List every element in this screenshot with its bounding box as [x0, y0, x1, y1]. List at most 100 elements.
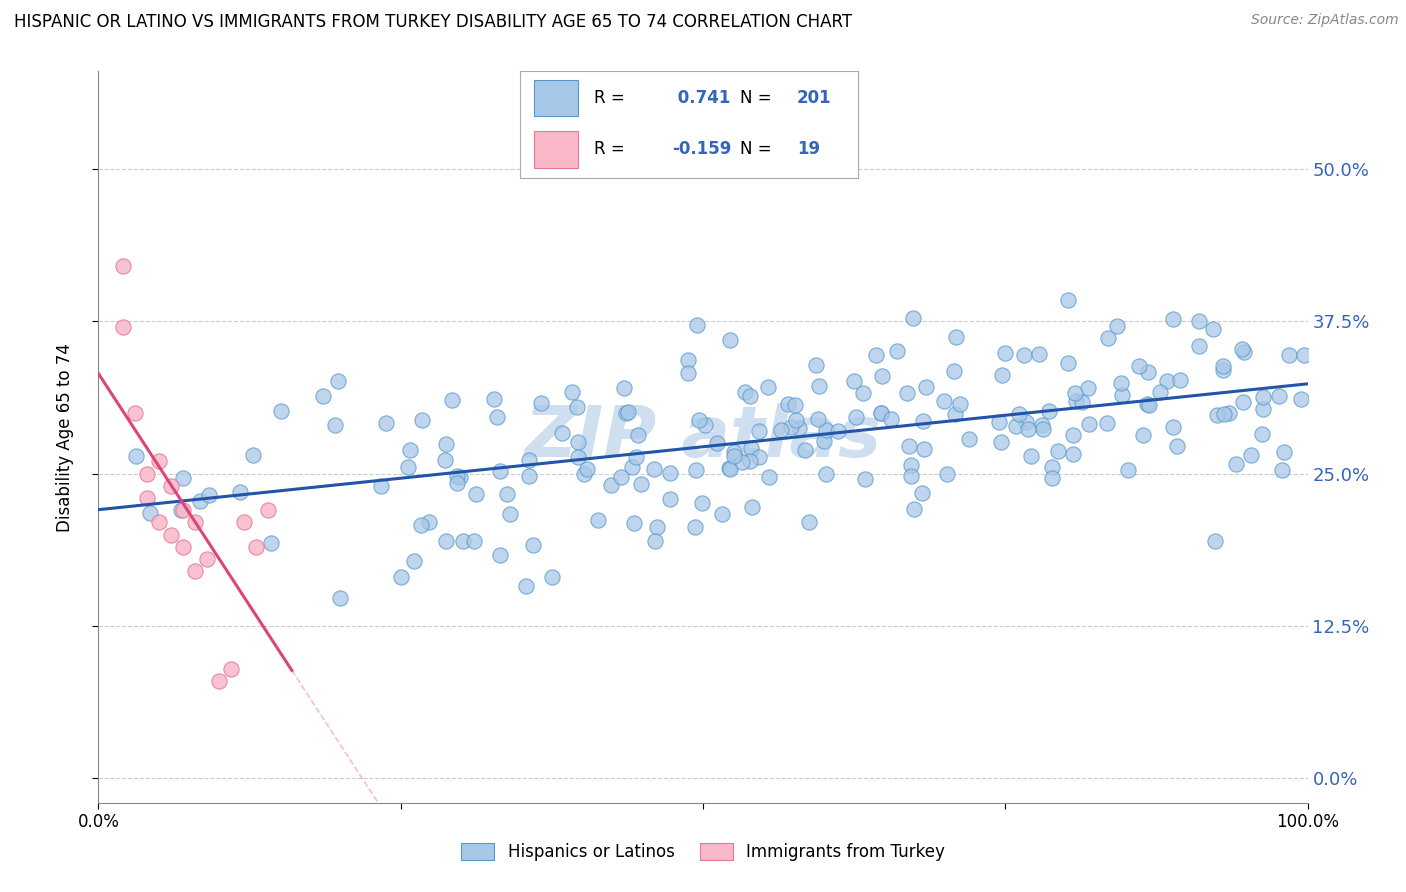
Point	[915, 380, 938, 394]
Point	[852, 386, 875, 401]
Point	[912, 442, 935, 456]
Point	[690, 496, 713, 510]
Point	[170, 503, 193, 517]
Point	[1012, 348, 1035, 362]
Point	[1109, 376, 1132, 391]
Point	[138, 506, 160, 520]
Point	[718, 333, 741, 347]
Point	[446, 475, 468, 490]
Point	[1270, 463, 1292, 477]
Point	[232, 516, 254, 530]
Point	[1149, 385, 1171, 400]
Point	[451, 534, 474, 549]
Point	[778, 397, 800, 411]
Point	[1137, 399, 1160, 413]
Point	[932, 393, 955, 408]
Point	[1292, 348, 1315, 362]
Point	[326, 374, 349, 388]
Point	[1057, 356, 1080, 370]
Point	[865, 347, 887, 361]
Point	[402, 554, 425, 568]
Point	[1212, 363, 1234, 377]
Point	[396, 460, 419, 475]
Point	[1163, 420, 1185, 434]
Point	[499, 507, 522, 521]
Point	[1014, 415, 1036, 429]
Point	[912, 414, 935, 428]
Point	[195, 552, 218, 566]
Point	[1132, 428, 1154, 442]
Point	[135, 467, 157, 481]
Point	[184, 564, 207, 578]
Point	[135, 491, 157, 505]
Point	[853, 472, 876, 486]
Point	[1118, 463, 1140, 477]
Point	[1251, 426, 1274, 441]
Point	[1019, 449, 1042, 463]
Point	[734, 384, 756, 399]
Point	[624, 450, 647, 464]
Point	[706, 435, 728, 450]
Point	[627, 428, 650, 442]
Point	[1218, 406, 1240, 420]
Point	[1291, 392, 1313, 406]
Point	[409, 518, 432, 533]
Point	[623, 516, 645, 530]
Text: ZIP atlas: ZIP atlas	[524, 402, 882, 472]
Point	[449, 469, 471, 483]
Point	[659, 466, 682, 480]
Point	[1031, 418, 1053, 433]
Point	[125, 449, 148, 463]
Point	[270, 404, 292, 418]
Point	[489, 548, 512, 562]
Point	[1213, 407, 1236, 421]
Point	[693, 418, 716, 433]
Point	[685, 520, 707, 534]
Point	[375, 416, 398, 430]
Point	[948, 397, 970, 411]
Point	[1077, 381, 1099, 395]
Point	[870, 406, 893, 420]
Point	[645, 520, 668, 534]
Point	[312, 389, 335, 403]
Point	[808, 378, 831, 392]
Point	[901, 310, 924, 325]
Point	[1201, 322, 1223, 336]
Point	[994, 345, 1017, 359]
Point	[870, 406, 893, 420]
Point	[463, 533, 485, 548]
Point	[1212, 359, 1234, 374]
Point	[370, 479, 392, 493]
Point	[643, 462, 665, 476]
Point	[794, 442, 817, 457]
Point	[111, 320, 134, 334]
Point	[723, 445, 745, 459]
Point	[522, 538, 544, 552]
Point	[1064, 394, 1087, 409]
Point	[1156, 374, 1178, 388]
Point	[1233, 344, 1256, 359]
FancyBboxPatch shape	[534, 131, 578, 168]
Point	[815, 423, 838, 437]
Text: R =: R =	[595, 141, 626, 159]
Point	[489, 464, 512, 478]
Point	[779, 420, 801, 434]
Point	[903, 502, 925, 516]
Point	[1062, 447, 1084, 461]
Point	[418, 515, 440, 529]
Point	[1077, 417, 1099, 432]
Point	[1028, 347, 1050, 361]
Point	[957, 432, 980, 446]
Point	[748, 450, 770, 464]
Point	[1005, 419, 1028, 434]
Point	[827, 424, 849, 438]
Point	[935, 467, 957, 481]
Point	[184, 516, 207, 530]
Point	[770, 423, 793, 437]
Point	[644, 533, 666, 548]
Point	[496, 487, 519, 501]
Point	[221, 662, 243, 676]
Point	[740, 442, 762, 456]
Point	[575, 461, 598, 475]
Point	[988, 415, 1011, 429]
